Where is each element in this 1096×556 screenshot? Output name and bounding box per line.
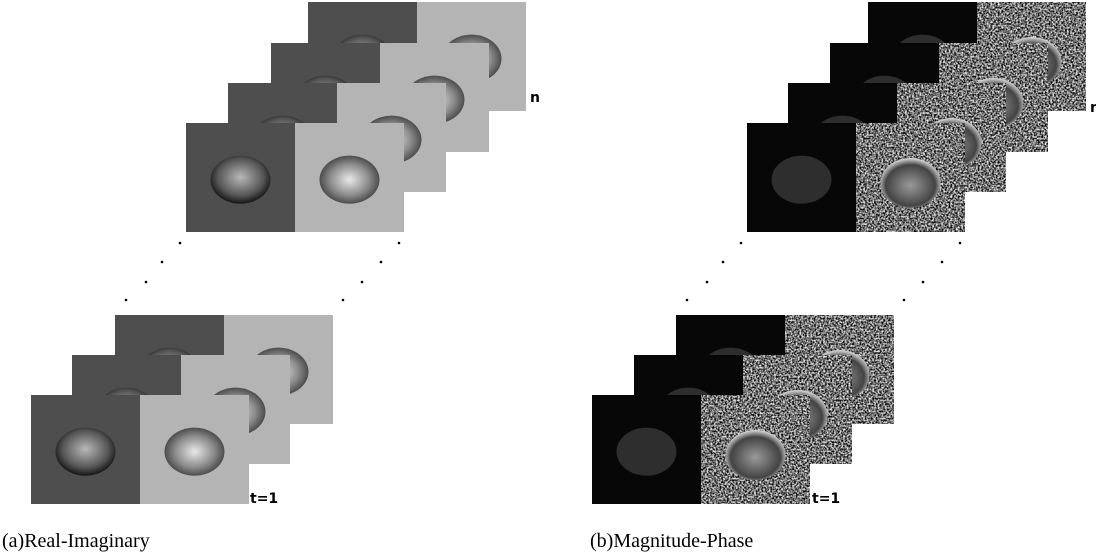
ellipsis-dot xyxy=(145,281,148,284)
image-pair xyxy=(186,123,404,232)
ellipsis-dot xyxy=(922,281,925,284)
ellipsis-dot xyxy=(342,299,345,302)
image-stacks xyxy=(31,2,1086,504)
caption: (b)Magnitude-Phase xyxy=(590,530,753,552)
brain xyxy=(56,428,116,476)
brain xyxy=(617,428,677,476)
brain xyxy=(320,156,380,204)
ellipsis-dot xyxy=(959,242,962,245)
ellipsis-dot xyxy=(380,261,383,264)
ellipsis-dot xyxy=(161,261,164,264)
brain xyxy=(726,430,786,480)
caption: (a)Real-Imaginary xyxy=(2,530,150,552)
ellipsis-dot xyxy=(740,242,743,245)
brain xyxy=(211,156,271,204)
ellipsis-dot xyxy=(722,261,725,264)
image-pair xyxy=(592,395,810,504)
ellipsis-dot xyxy=(179,242,182,245)
ellipsis-dot xyxy=(361,281,364,284)
ellipsis-dot xyxy=(398,242,401,245)
brain xyxy=(881,158,941,208)
top-label: n xyxy=(530,90,540,106)
figure: n t=1 (a)Real-Imaginary n t=1 (b)Magnitu… xyxy=(0,0,1096,556)
ellipsis-dot xyxy=(125,299,128,302)
top-label: n xyxy=(1090,100,1096,116)
bottom-label: t=1 xyxy=(250,491,278,507)
ellipsis-dot xyxy=(706,281,709,284)
image-pair xyxy=(31,395,249,504)
ellipsis-dot xyxy=(686,299,689,302)
bottom-label: t=1 xyxy=(812,491,840,507)
ellipsis-dot xyxy=(941,261,944,264)
brain xyxy=(165,428,225,476)
image-pair xyxy=(747,123,965,232)
ellipsis-dot xyxy=(903,299,906,302)
figure-canvas: n t=1 (a)Real-Imaginary n t=1 (b)Magnitu… xyxy=(0,0,1096,556)
brain xyxy=(772,156,832,204)
